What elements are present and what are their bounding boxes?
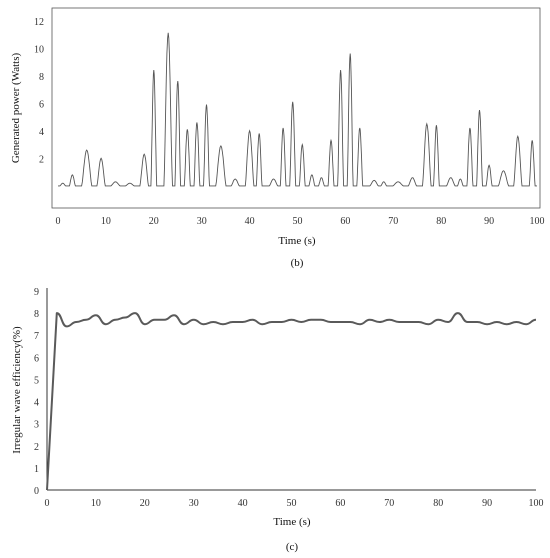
y-tick-labels: 0 1 2 3 4 5 6 7 8 9	[34, 287, 39, 497]
power-series-line	[58, 32, 537, 187]
y-tick-label: 4	[34, 398, 39, 409]
x-tick-label: 20	[149, 216, 159, 227]
y-tick-label: 2	[34, 442, 39, 453]
x-tick-label: 70	[388, 216, 398, 227]
x-tick-label: 0	[56, 216, 61, 227]
x-tick-label: 10	[91, 498, 101, 509]
y-tick-label: 6	[39, 100, 44, 111]
y-tick-label: 6	[34, 353, 39, 364]
panel-label: (b)	[291, 257, 304, 269]
y-tick-label: 9	[34, 287, 39, 298]
x-tick-label: 80	[436, 216, 446, 227]
x-tick-label: 0	[45, 498, 50, 509]
y-tick-label: 0	[34, 486, 39, 497]
x-tick-labels: 0 10 20 30 40 50 60 70 80 90 100	[45, 498, 544, 509]
x-tick-label: 100	[530, 216, 545, 227]
x-tick-label: 60	[340, 216, 350, 227]
x-tick-label: 50	[287, 498, 297, 509]
y-tick-labels: 2 4 6 8 10 12	[34, 17, 44, 166]
x-tick-label: 40	[238, 498, 248, 509]
y-tick-label: 5	[34, 375, 39, 386]
y-axis-label: Irregular wave efficiency(%)	[11, 326, 23, 454]
x-tick-label: 70	[384, 498, 394, 509]
y-tick-label: 8	[34, 309, 39, 320]
y-tick-label: 7	[34, 331, 39, 342]
x-tick-labels: 0 10 20 30 40 50 60 70 80 90 100	[56, 216, 545, 227]
x-tick-label: 60	[335, 498, 345, 509]
panel-label: (c)	[286, 541, 299, 553]
x-tick-label: 90	[484, 216, 494, 227]
x-tick-label: 30	[197, 216, 207, 227]
x-tick-label: 40	[245, 216, 255, 227]
y-tick-label: 10	[34, 44, 44, 55]
y-tick-label: 4	[39, 127, 44, 138]
y-tick-label: 3	[34, 420, 39, 431]
y-tick-label: 8	[39, 72, 44, 83]
y-tick-label: 2	[39, 155, 44, 166]
plot-frame	[51, 7, 541, 209]
chart-panel-c: 0 1 2 3 4 5 6 7 8 9 0 10 20 30 40 50 60 70 80 90 100 Time (…	[11, 287, 544, 553]
x-tick-label: 50	[293, 216, 303, 227]
efficiency-series-line	[46, 312, 537, 491]
x-tick-label: 80	[433, 498, 443, 509]
x-axis-label: Time (s)	[278, 235, 316, 247]
y-tick-label: 1	[34, 464, 39, 475]
x-tick-label: 100	[529, 498, 544, 509]
x-tick-label: 90	[482, 498, 492, 509]
x-axis-label: Time (s)	[273, 516, 311, 528]
x-tick-label: 10	[101, 216, 111, 227]
x-tick-label: 20	[140, 498, 150, 509]
y-axis-label: Generated power (Watts)	[10, 53, 22, 164]
y-tick-label: 12	[34, 17, 44, 28]
x-tick-label: 30	[189, 498, 199, 509]
chart-panel-b: 2 4 6 8 10 12 0 10 20 30 40 50 60 70 80 90 100 Time (s)…	[10, 7, 545, 269]
